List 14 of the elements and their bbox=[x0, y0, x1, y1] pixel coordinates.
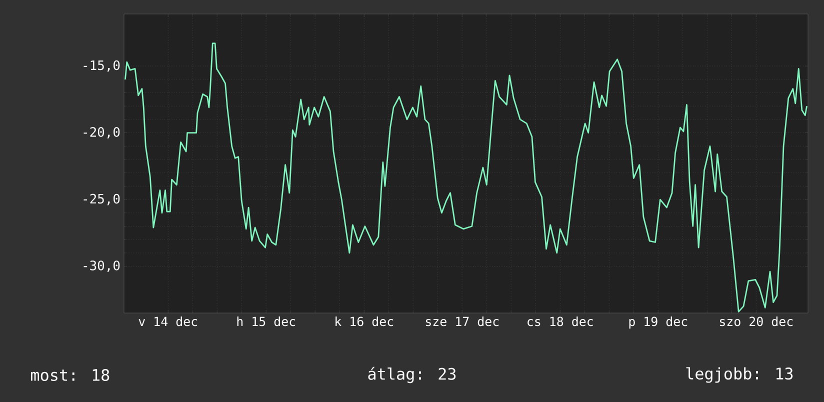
text: átlag: 23 bbox=[368, 366, 456, 384]
y-tick-label: -15,0 bbox=[84, 60, 120, 72]
text: legjobb: 13 bbox=[686, 367, 793, 383]
x-tick-label: h 15 dec bbox=[237, 316, 296, 326]
x-tick-label: cs 18 dec bbox=[528, 316, 593, 326]
y-tick-label: -30,0 bbox=[84, 260, 120, 272]
x-tick-label: szo 20 dec bbox=[720, 316, 793, 326]
x-tick-label: p 19 dec bbox=[629, 316, 688, 329]
y-tick-label: -25,0 bbox=[84, 194, 120, 206]
y-tick-label: -20,0 bbox=[84, 127, 120, 139]
x-tick-label: v 14 dec bbox=[138, 316, 198, 326]
text: most: 18 bbox=[31, 368, 110, 382]
x-tick-label: k 16 dec bbox=[336, 316, 394, 326]
x-tick-label: sze 17 dec bbox=[426, 316, 499, 326]
